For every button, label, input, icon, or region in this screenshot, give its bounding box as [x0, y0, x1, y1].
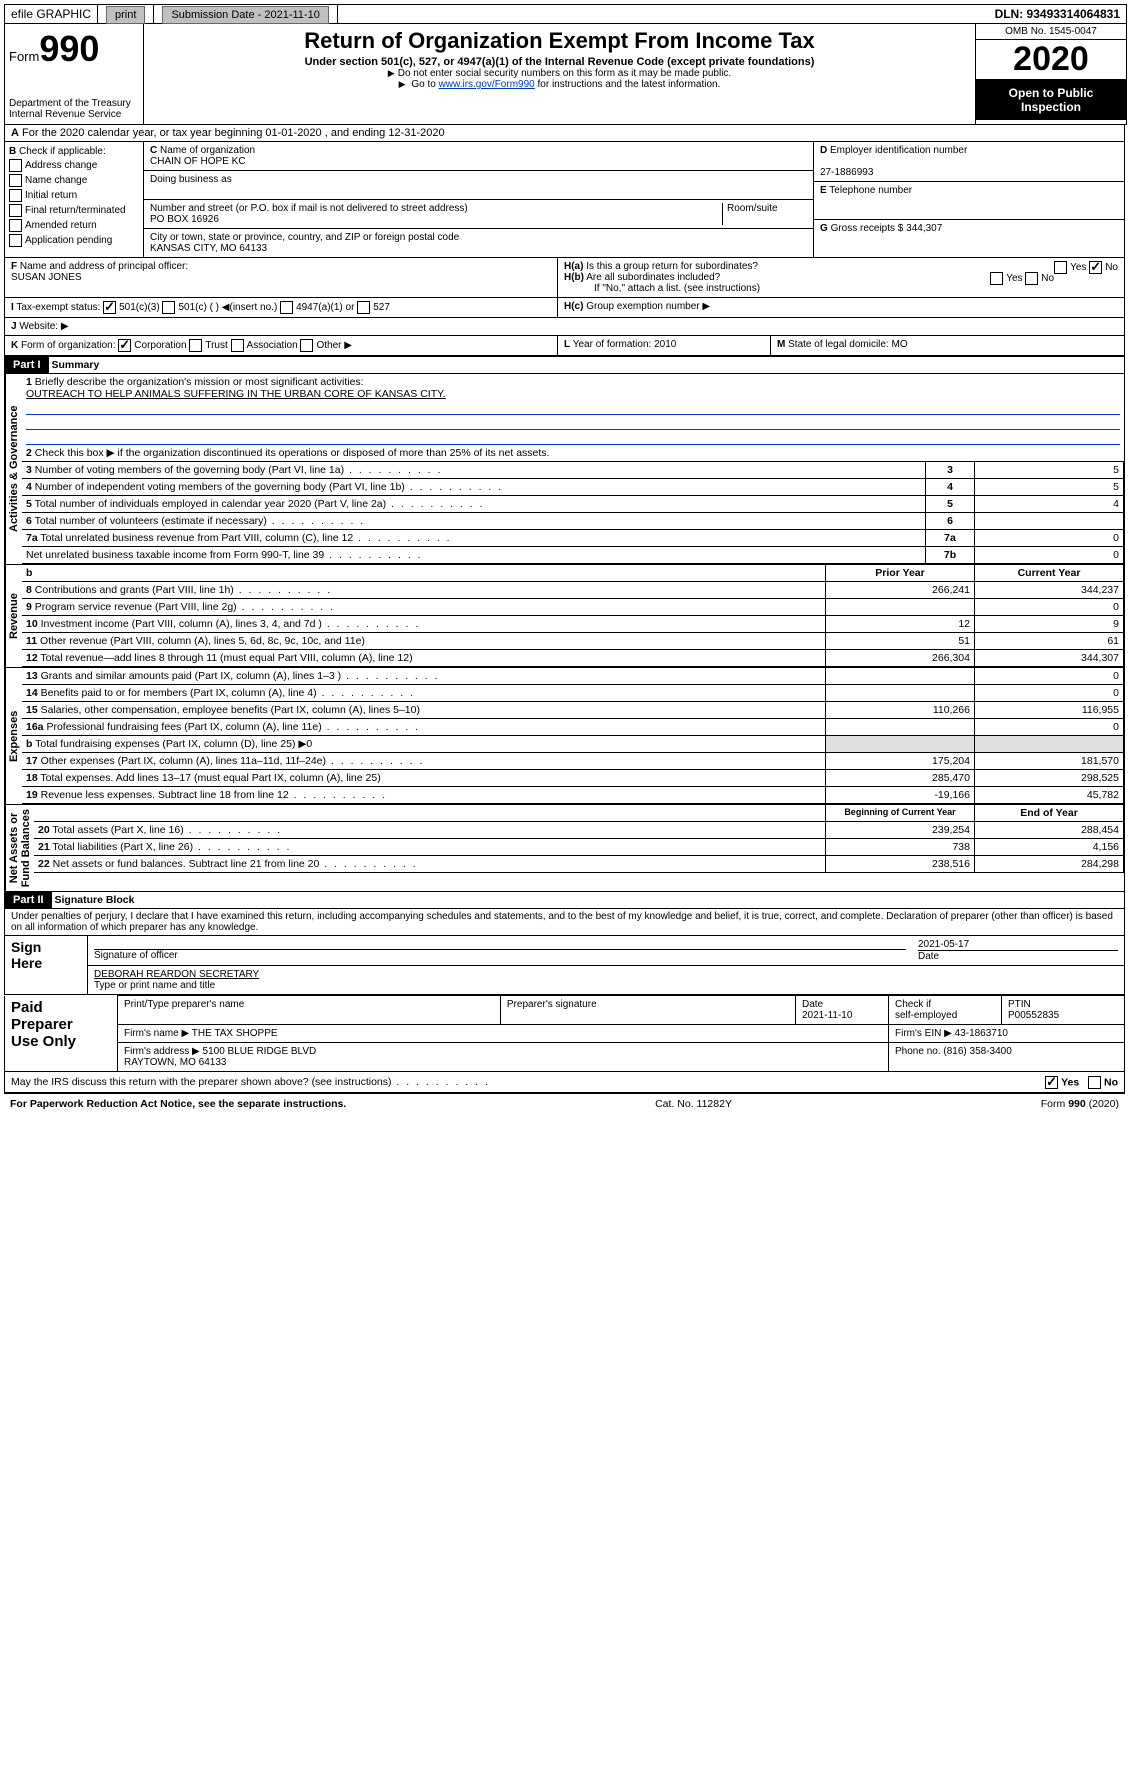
cb-pending[interactable] — [9, 234, 22, 247]
main-title: Return of Organization Exempt From Incom… — [148, 28, 971, 54]
tax-year: 2020 — [976, 40, 1126, 80]
cb-address[interactable] — [9, 159, 22, 172]
subtitle-1: Under section 501(c), 527, or 4947(a)(1)… — [148, 56, 971, 68]
part-1-header: Part I — [5, 357, 49, 373]
cb-ha-no[interactable] — [1089, 261, 1102, 274]
cb-corp[interactable] — [118, 339, 131, 352]
cb-initial[interactable] — [9, 189, 22, 202]
org-city: KANSAS CITY, MO 64133 — [150, 243, 267, 254]
pra-notice: For Paperwork Reduction Act Notice, see … — [10, 1098, 346, 1110]
subtitle-3: Go to www.irs.gov/Form990 for instructio… — [148, 79, 971, 90]
side-net: Net Assets or Fund Balances — [5, 805, 34, 891]
declaration: Under penalties of perjury, I declare th… — [4, 909, 1125, 936]
dln-label: DLN: 93493314064831 — [989, 5, 1126, 23]
cb-other[interactable] — [300, 339, 313, 352]
cb-501c3[interactable] — [103, 301, 116, 314]
form-label: Form — [9, 49, 39, 64]
box-b-checkboxes: B Check if applicable: Address change Na… — [5, 142, 144, 257]
website-label: Website: ▶ — [19, 321, 68, 332]
dept-label: Department of the Treasury Internal Reve… — [9, 98, 139, 120]
mission-text: OUTREACH TO HELP ANIMALS SUFFERING IN TH… — [26, 388, 446, 400]
cb-discuss-yes[interactable] — [1045, 1076, 1058, 1089]
cb-hb-no[interactable] — [1025, 272, 1038, 285]
officer-name: DEBORAH REARDON SECRETARY — [94, 969, 259, 980]
cb-amended[interactable] — [9, 219, 22, 232]
side-expenses: Expenses — [5, 668, 22, 804]
row-a-period: A For the 2020 calendar year, or tax yea… — [4, 125, 1125, 142]
cb-4947[interactable] — [280, 301, 293, 314]
sign-here: Sign Here — [5, 936, 88, 995]
cb-527[interactable] — [357, 301, 370, 314]
paid-preparer: Paid Preparer Use Only — [5, 996, 118, 1072]
firm-ein: 43-1863710 — [955, 1028, 1008, 1039]
cb-501c[interactable] — [162, 301, 175, 314]
cb-final[interactable] — [9, 204, 22, 217]
year-formation: 2010 — [654, 339, 676, 350]
principal-officer: SUSAN JONES — [11, 272, 82, 283]
cb-trust[interactable] — [189, 339, 202, 352]
irs-link[interactable]: www.irs.gov/Form990 — [439, 79, 535, 90]
print-button[interactable]: print — [106, 6, 145, 24]
omb-number: OMB No. 1545-0047 — [976, 24, 1126, 40]
gross-receipts: 344,307 — [906, 223, 942, 234]
cb-assoc[interactable] — [231, 339, 244, 352]
cat-no: Cat. No. 11282Y — [655, 1098, 732, 1110]
part-2-header: Part II — [5, 892, 52, 908]
org-name: CHAIN OF HOPE KC — [150, 156, 246, 167]
cb-discuss-no[interactable] — [1088, 1076, 1101, 1089]
cb-name[interactable] — [9, 174, 22, 187]
cb-hb-yes[interactable] — [990, 272, 1003, 285]
submission-date-button[interactable]: Submission Date - 2021-11-10 — [162, 6, 328, 24]
form-footer: Form 990 (2020) — [1041, 1098, 1119, 1110]
efile-label: efile GRAPHIC — [5, 5, 98, 23]
ein: 27-1886993 — [820, 167, 873, 178]
firm-phone: (816) 358-3400 — [943, 1046, 1011, 1057]
org-address: PO BOX 16926 — [150, 214, 219, 225]
top-bar: efile GRAPHIC print Submission Date - 20… — [4, 4, 1127, 24]
state-domicile: MO — [892, 339, 908, 350]
ptin: P00552835 — [1008, 1010, 1059, 1021]
side-revenue: Revenue — [5, 565, 22, 667]
side-activities: Activities & Governance — [5, 374, 22, 564]
cb-ha-yes[interactable] — [1054, 261, 1067, 274]
open-inspection: Open to Public Inspection — [976, 80, 1126, 120]
form-990: 990 — [39, 28, 99, 69]
subtitle-2: Do not enter social security numbers on … — [148, 68, 971, 79]
firm-name: THE TAX SHOPPE — [192, 1028, 278, 1039]
